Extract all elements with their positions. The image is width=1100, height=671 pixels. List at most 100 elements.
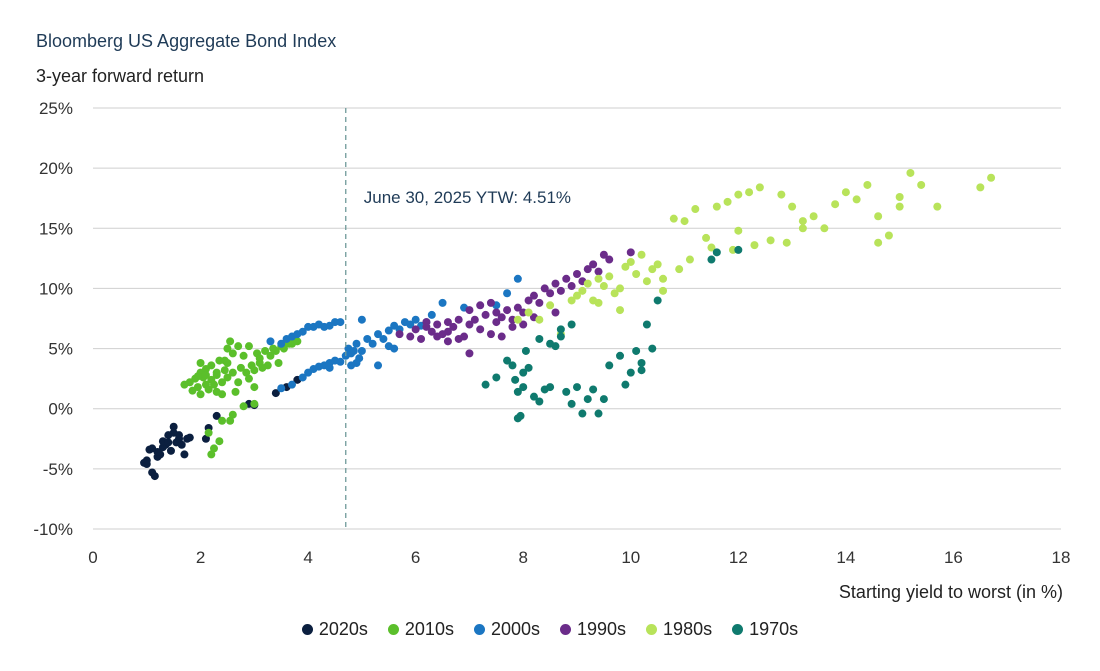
- data-point: [874, 238, 883, 247]
- data-point: [218, 416, 227, 425]
- data-point: [470, 315, 479, 324]
- data-point: [567, 320, 576, 329]
- data-point: [551, 279, 560, 288]
- legend: 2020s 2010s 2000s 1990s 1980s 1970s: [0, 619, 1100, 640]
- data-point: [605, 361, 614, 370]
- y-tick-label: 10%: [39, 279, 73, 298]
- data-point: [777, 190, 786, 199]
- legend-marker: [473, 624, 485, 635]
- data-point: [476, 325, 485, 334]
- x-tick-label: 10: [621, 548, 640, 567]
- y-tick-label: 0%: [48, 400, 73, 419]
- data-point: [454, 334, 463, 343]
- data-point: [223, 373, 232, 382]
- data-point: [632, 346, 641, 355]
- data-point: [486, 330, 495, 339]
- annotation-group: June 30, 2025 YTW: 4.51%: [345, 108, 571, 529]
- data-point: [201, 434, 210, 443]
- data-point: [734, 190, 743, 199]
- data-point: [384, 326, 393, 335]
- data-point: [508, 361, 517, 370]
- data-point: [519, 368, 528, 377]
- data-point: [422, 318, 431, 327]
- data-point: [142, 456, 151, 465]
- legend-label: 1980s: [663, 619, 713, 639]
- legend-item-1980s: 1980s: [646, 619, 712, 640]
- data-point: [782, 238, 791, 247]
- data-point: [242, 368, 251, 377]
- legend-item-1990s: 1990s: [560, 619, 626, 640]
- data-point: [933, 202, 942, 211]
- data-point: [831, 200, 840, 209]
- data-point: [798, 217, 807, 226]
- data-point: [524, 308, 533, 317]
- legend-item-2010s: 2010s: [387, 619, 454, 640]
- data-point: [535, 397, 544, 406]
- data-point: [287, 380, 296, 389]
- data-point: [852, 195, 861, 204]
- data-point: [529, 392, 538, 401]
- data-point: [798, 224, 807, 233]
- data-point: [274, 359, 283, 368]
- data-point: [556, 332, 565, 341]
- data-point: [616, 306, 625, 315]
- x-axis-label: Starting yield to worst (in %): [838, 582, 1063, 602]
- data-point: [476, 301, 485, 310]
- data-point: [481, 310, 490, 319]
- data-point: [148, 444, 157, 453]
- data-point: [210, 380, 218, 389]
- data-point: [228, 349, 237, 358]
- data-point: [234, 342, 243, 351]
- data-point: [589, 260, 598, 269]
- data-point: [648, 265, 657, 274]
- y-tick-label: 25%: [39, 99, 73, 118]
- chart-plot: -10%-5%0%5%10%15%20%25% 0 2 4 6 8 10 12 14 16 18 …: [33, 99, 1070, 567]
- data-point: [236, 363, 245, 372]
- data-point: [712, 248, 721, 257]
- data-point: [277, 384, 286, 393]
- data-point: [616, 284, 625, 293]
- data-point: [702, 233, 711, 242]
- x-tick-label: 16: [944, 548, 963, 567]
- data-point: [379, 334, 388, 343]
- y-tick-label: 20%: [39, 159, 73, 178]
- data-point: [465, 306, 474, 315]
- data-point: [395, 330, 404, 339]
- data-point: [277, 339, 286, 348]
- data-point: [513, 387, 522, 396]
- data-point: [193, 383, 202, 392]
- data-point: [503, 306, 512, 315]
- data-point: [895, 202, 904, 211]
- data-point: [621, 380, 630, 389]
- data-point: [642, 277, 651, 286]
- data-point: [497, 332, 506, 341]
- data-point: [255, 354, 264, 363]
- data-point: [535, 315, 544, 324]
- legend-marker: [646, 624, 658, 635]
- data-point: [325, 363, 334, 372]
- x-tick-label: 4: [303, 548, 312, 567]
- legend-label: 2020s: [318, 619, 368, 639]
- data-point: [164, 438, 173, 447]
- data-point: [578, 409, 587, 418]
- data-point: [220, 366, 229, 375]
- data-point: [895, 193, 904, 202]
- data-point: [616, 351, 625, 360]
- data-point: [266, 337, 275, 346]
- y-tick-label: -10%: [33, 520, 73, 539]
- data-point: [573, 269, 581, 278]
- legend-label: 1990s: [577, 619, 627, 639]
- data-point: [218, 390, 227, 399]
- data-point: [150, 472, 159, 481]
- series-2020s: [140, 375, 302, 481]
- data-point: [347, 361, 356, 370]
- data-point: [250, 383, 259, 392]
- data-point: [417, 334, 426, 343]
- data-point: [669, 214, 678, 223]
- data-point: [513, 303, 522, 312]
- data-point: [594, 298, 603, 307]
- data-point: [723, 197, 732, 206]
- data-point: [680, 217, 689, 226]
- ytw-annotation-label: June 30, 2025 YTW: 4.51%: [364, 188, 571, 207]
- data-point: [707, 243, 716, 252]
